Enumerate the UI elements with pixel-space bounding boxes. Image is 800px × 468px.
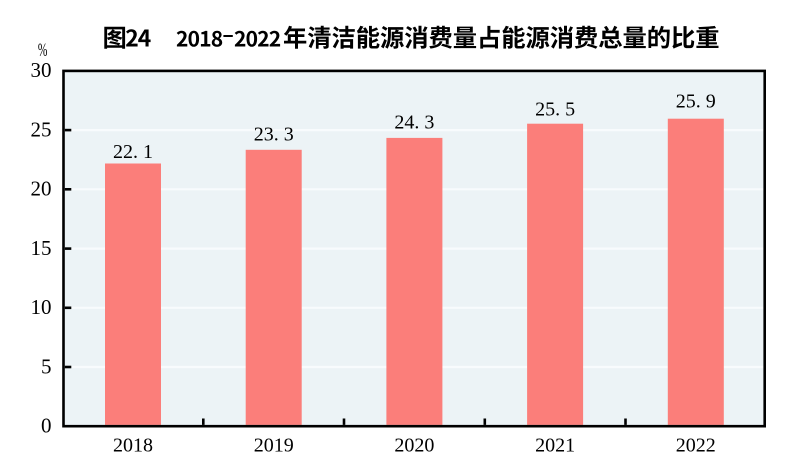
svg-text:25. 9: 25. 9 <box>676 91 716 113</box>
svg-text:2018: 2018 <box>113 434 153 456</box>
svg-text:24. 3: 24. 3 <box>394 112 434 134</box>
svg-text:25. 5: 25. 5 <box>535 99 575 121</box>
svg-text:30: 30 <box>31 58 52 82</box>
svg-text:2021: 2021 <box>535 434 575 456</box>
svg-text:2019: 2019 <box>254 434 294 456</box>
svg-text:2020: 2020 <box>394 434 434 456</box>
svg-text:2022: 2022 <box>676 434 716 456</box>
svg-text:23. 3: 23. 3 <box>254 124 294 146</box>
svg-text:%: % <box>38 40 48 60</box>
svg-text:15: 15 <box>31 236 52 260</box>
svg-text:25: 25 <box>31 117 52 141</box>
svg-text:22. 1: 22. 1 <box>113 141 153 163</box>
svg-text:10: 10 <box>31 295 52 319</box>
svg-text:5: 5 <box>41 354 52 378</box>
svg-text:20: 20 <box>31 177 52 201</box>
svg-text:0: 0 <box>41 414 52 438</box>
